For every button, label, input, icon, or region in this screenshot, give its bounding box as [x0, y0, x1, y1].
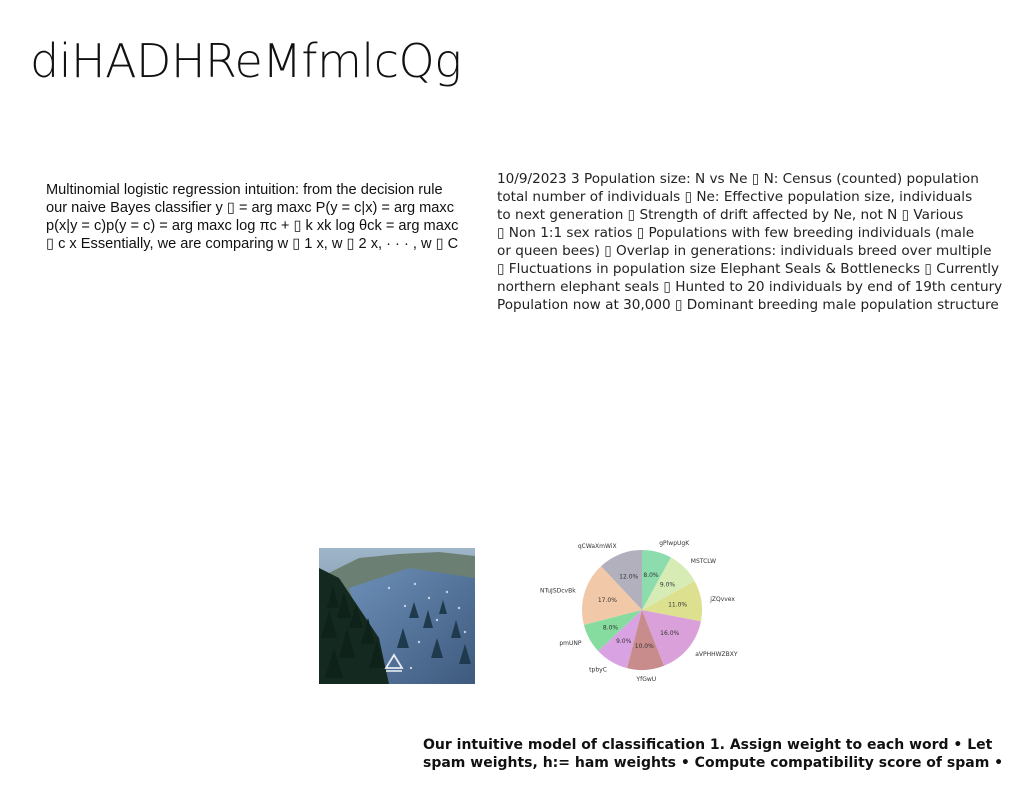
text-line: to next generation ▯ Strength of drift a… [497, 207, 964, 223]
logistic-regression-text: Multinomial logistic regression intuitio… [46, 181, 496, 253]
text-line: ▯ Fluctuations in population size Elepha… [497, 261, 1000, 277]
text-line: ▯ c x Essentially, we are comparing w ▯ … [46, 236, 459, 252]
pie-slice-label: YfGwU [635, 676, 656, 683]
pie-slice-percent-label: 8.0% [603, 624, 619, 631]
pie-slice-percent-label: 11.0% [668, 601, 687, 608]
pie-slice [642, 581, 703, 622]
pie-slice-label: MSTCLW [691, 558, 716, 565]
text-line: or queen bees) ▯ Overlap in generations:… [497, 243, 992, 259]
page-title: diHADHReMfmlcQg [30, 34, 462, 88]
pie-slice [598, 610, 642, 669]
pie-slice-label: qCWaXmWiX [578, 543, 617, 550]
text-line: ▯ Non 1:1 sex ratios ▯ Populations with … [497, 225, 975, 241]
watermark-logo-icon [384, 653, 404, 672]
text-line: total number of individuals ▯ Ne: Effect… [497, 189, 973, 205]
classification-model-text: Our intuitive model of classification 1.… [423, 736, 1024, 772]
mountain-forest-photo [319, 548, 475, 684]
pie-slice-percent-label: 12.0% [619, 574, 638, 581]
text-line: 10/9/2023 3 Population size: N vs Ne ▯ N… [497, 171, 979, 187]
text-line: Multinomial logistic regression intuitio… [46, 182, 443, 198]
text-line: Population now at 30,000 ▯ Dominant bree… [497, 297, 999, 313]
pie-slice [642, 557, 695, 610]
population-size-text: 10/9/2023 3 Population size: N vs Ne ▯ N… [497, 170, 1024, 314]
text-line: northern elephant seals ▯ Hunted to 20 i… [497, 279, 1003, 295]
pie-slice [583, 610, 642, 652]
pie-slice-label: jZQvvex [709, 596, 735, 603]
text-line: spam weights, h:= ham weights • Compute … [423, 755, 1004, 771]
text-line: our naive Bayes classifier y ▯ = arg max… [46, 200, 455, 216]
pie-slice [642, 610, 701, 666]
pie-slice-label: NTuJSDcvBk [540, 588, 576, 595]
pie-slice-label: gPlwpUgK [659, 540, 690, 547]
pie-slice-percent-label: 10.0% [635, 643, 654, 650]
pie-slice-label: pmUNP [559, 640, 582, 647]
pie-slice [642, 550, 671, 610]
pie-slice-label: aVPHHWZBXY [695, 651, 738, 658]
pie-slice-percent-label: 16.0% [660, 630, 679, 637]
pie-slice [627, 610, 665, 670]
pie-slice-percent-label: 8.0% [643, 572, 659, 579]
text-line: p(x|y = c)p(y = c) = arg maxc log πc + ▯… [46, 218, 459, 234]
pie-slice-percent-label: 9.0% [616, 638, 632, 645]
pie-slice [582, 566, 642, 625]
pie-slice-percent-label: 9.0% [660, 582, 676, 589]
pie-slice-percent-label: 17.0% [598, 597, 617, 604]
pie-slice-label: tpbyC [589, 666, 607, 673]
pie-chart: 12.0% qCWaXmWiX 17.0% NTuJSDcvBk 8.0% pmUNP 9.… [540, 512, 760, 712]
text-line: Our intuitive model of classification 1.… [423, 737, 993, 753]
pie-slice [600, 550, 642, 610]
